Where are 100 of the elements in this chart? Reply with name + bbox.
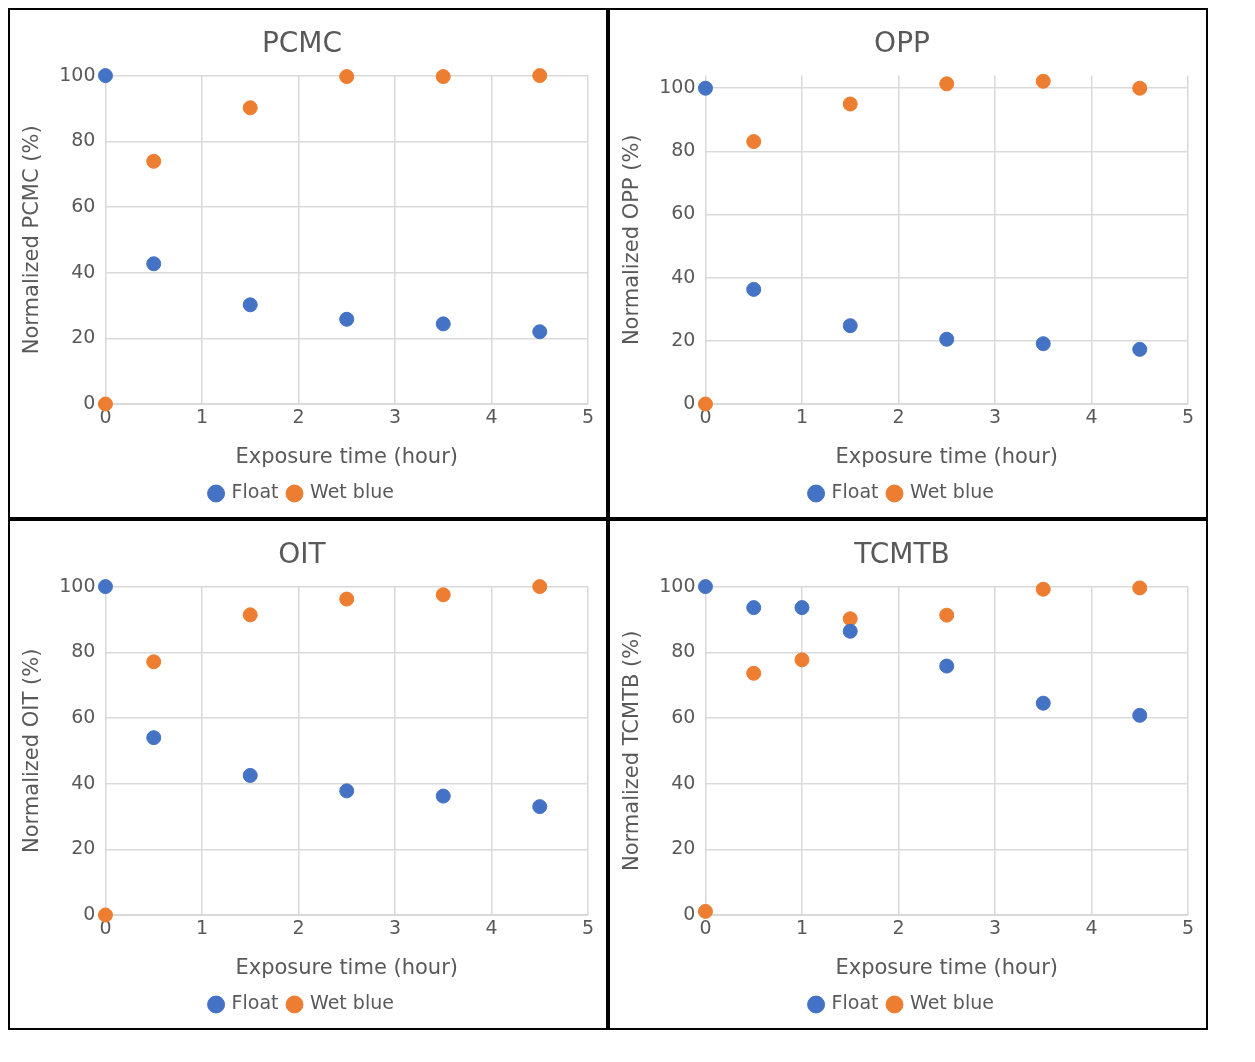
point [97, 907, 113, 923]
x-tick-label: 4 [485, 405, 498, 428]
point [435, 316, 451, 332]
legend-label: Wet blue [910, 991, 994, 1014]
y-tick-label: 40 [671, 770, 696, 793]
x-tick-label: 5 [1181, 405, 1195, 428]
y-tick-label: 60 [671, 704, 696, 727]
y-tick-label: 20 [671, 327, 696, 350]
y-tick-label: 20 [71, 325, 96, 348]
point [1132, 80, 1148, 96]
point [97, 396, 113, 412]
point [842, 623, 858, 639]
point [339, 69, 355, 85]
y-tick-label: 60 [71, 704, 96, 727]
chart-title: TCMTB [853, 537, 950, 571]
legend-label: Float [831, 480, 879, 503]
point [746, 665, 762, 681]
x-tick-label: 3 [988, 916, 1002, 939]
point [794, 652, 810, 668]
x-tick-label: 5 [1181, 916, 1195, 939]
point [697, 80, 713, 96]
point [1035, 73, 1051, 89]
point [697, 396, 713, 412]
point [697, 903, 713, 919]
y-tick-label: 20 [671, 836, 696, 859]
point [97, 579, 113, 595]
point [339, 783, 355, 799]
point [146, 730, 162, 746]
point [939, 658, 955, 674]
point [242, 607, 258, 623]
x-tick-label: 1 [195, 405, 209, 428]
legend-label: Wet blue [310, 991, 394, 1014]
point [532, 579, 548, 595]
x-tick-label: 1 [795, 916, 809, 939]
point [242, 767, 258, 783]
chart-title: OIT [278, 537, 327, 571]
point [794, 600, 810, 616]
y-tick-label: 0 [683, 901, 696, 924]
y-tick-label: 100 [59, 62, 96, 85]
point [746, 600, 762, 616]
point [842, 318, 858, 334]
point [1035, 581, 1051, 597]
x-tick-label: 4 [1085, 405, 1098, 428]
point [842, 611, 858, 627]
point [146, 654, 162, 670]
y-axis-title: Normalized OPP (%) [619, 134, 644, 346]
x-tick-label: 2 [292, 405, 305, 428]
y-tick-label: 80 [71, 639, 96, 662]
chart-title: PCMC [261, 26, 343, 60]
point [242, 297, 258, 313]
point [939, 331, 955, 347]
y-tick-label: 60 [671, 201, 696, 224]
point [339, 311, 355, 327]
point [532, 799, 548, 815]
point [939, 607, 955, 623]
point [242, 100, 258, 116]
point [532, 324, 548, 340]
y-tick-label: 40 [671, 264, 696, 287]
y-tick-label: 100 [659, 75, 696, 98]
x-tick-label: 3 [988, 405, 1002, 428]
point [435, 69, 451, 85]
y-axis-title: Normalized TCMTB (%) [619, 630, 644, 871]
x-tick-label: 5 [581, 916, 595, 939]
x-tick-label: 4 [485, 916, 498, 939]
y-tick-label: 60 [71, 193, 96, 216]
legend-label: Float [231, 991, 279, 1014]
y-tick-label: 40 [71, 770, 96, 793]
y-tick-label: 80 [671, 138, 696, 161]
x-axis-title: Exposure time (hour) [235, 443, 458, 468]
x-axis-title: Exposure time (hour) [235, 954, 458, 979]
x-tick-label: 5 [581, 405, 595, 428]
point [146, 153, 162, 169]
legend-label: Wet blue [310, 480, 394, 503]
y-tick-label: 20 [71, 836, 96, 859]
x-tick-label: 2 [892, 405, 905, 428]
x-tick-label: 2 [892, 916, 905, 939]
point [746, 134, 762, 150]
x-tick-label: 3 [388, 916, 402, 939]
point [532, 68, 548, 84]
y-tick-label: 80 [71, 128, 96, 151]
point [435, 587, 451, 603]
point [339, 591, 355, 607]
y-tick-label: 0 [83, 390, 96, 413]
x-tick-label: 0 [699, 916, 712, 939]
x-axis-title: Exposure time (hour) [835, 954, 1058, 979]
x-tick-label: 3 [388, 405, 402, 428]
y-tick-label: 100 [659, 573, 696, 596]
y-axis-title: Normalized OIT (%) [19, 648, 44, 853]
y-tick-label: 0 [683, 390, 696, 413]
x-tick-label: 1 [195, 916, 209, 939]
point [939, 76, 955, 92]
point [1132, 580, 1148, 596]
point [435, 788, 451, 804]
point [97, 68, 113, 84]
x-tick-label: 1 [795, 405, 809, 428]
point [1132, 341, 1148, 357]
x-axis-title: Exposure time (hour) [835, 443, 1058, 468]
legend-label: Float [831, 991, 879, 1014]
point [1035, 695, 1051, 711]
legend-label: Float [231, 480, 279, 503]
